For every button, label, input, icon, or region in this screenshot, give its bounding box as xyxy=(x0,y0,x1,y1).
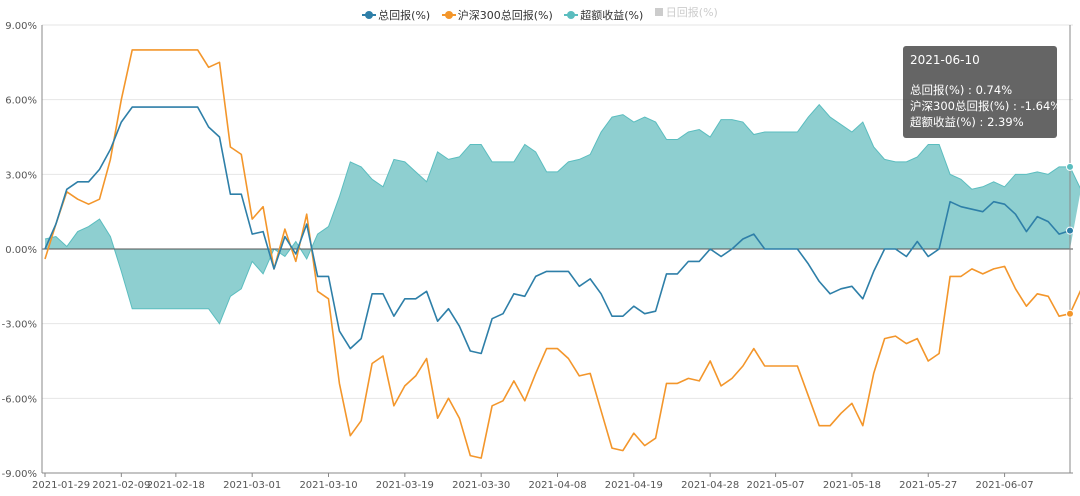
legend-item-daily[interactable]: 日回报(%) xyxy=(654,4,718,20)
point-hs300-last xyxy=(1066,309,1074,318)
x-tick-label: 2021-05-07 xyxy=(747,480,805,491)
x-tick-label: 2021-03-30 xyxy=(452,480,510,491)
y-tick-label: -3.00% xyxy=(2,320,37,331)
y-tick-label: 9.00% xyxy=(5,21,37,32)
y-tick-label: -6.00% xyxy=(2,394,37,405)
x-tick-label: 2021-05-18 xyxy=(823,480,881,491)
x-tick-label: 2021-06-07 xyxy=(976,480,1034,491)
point-total-last xyxy=(1066,226,1074,235)
x-tick-label: 2021-02-18 xyxy=(147,480,205,491)
x-tick-label: 2021-04-08 xyxy=(528,480,586,491)
tooltip: 2021-06-10 总回报(%) : 0.74% 沪深300总回报(%) : … xyxy=(903,46,1062,138)
series-hs300-line xyxy=(44,49,1080,459)
x-tick-label: 2021-04-19 xyxy=(605,480,663,491)
legend-item-hs300[interactable]: 沪深300总回报(%) xyxy=(441,7,553,23)
tooltip-total: 总回报(%) : 0.74% xyxy=(910,83,1013,97)
x-tick-label: 2021-03-01 xyxy=(223,480,281,491)
legend-item-excess[interactable]: 超额收益(%) xyxy=(564,7,643,23)
series-excess-area xyxy=(45,104,1080,324)
y-tick-label: 6.00% xyxy=(5,96,37,107)
legend-label-total: 总回报(%) xyxy=(378,9,431,22)
x-tick-label: 2021-04-28 xyxy=(681,480,739,491)
tooltip-hs300: 沪深300总回报(%) : -1.64% xyxy=(910,99,1062,113)
legend-hs300-marker xyxy=(441,11,456,19)
x-tick-label: 2021-03-10 xyxy=(299,480,357,491)
legend-daily-marker xyxy=(654,8,663,16)
series-excess-line xyxy=(44,103,1080,325)
legend: 总回报(%) 沪深300总回报(%) 超额收益(%) 日回报(%) xyxy=(0,4,1080,23)
x-tick-label: 2021-02-09 xyxy=(92,480,150,491)
legend-excess-marker xyxy=(564,11,579,19)
x-tick-label: 2021-03-19 xyxy=(376,480,434,491)
series-total-line xyxy=(44,106,1071,355)
point-excess-last xyxy=(1066,162,1074,171)
legend-total-marker xyxy=(362,11,377,19)
tooltip-excess: 超额收益(%) : 2.39% xyxy=(910,115,1024,129)
y-tick-label: 0.00% xyxy=(5,245,37,256)
x-tick-label: 2021-01-29 xyxy=(32,480,90,491)
y-tick-label: -9.00% xyxy=(2,469,37,480)
legend-label-daily: 日回报(%) xyxy=(665,6,718,19)
legend-label-excess: 超额收益(%) xyxy=(580,9,644,22)
y-tick-label: 3.00% xyxy=(5,170,37,181)
legend-label-hs300: 沪深300总回报(%) xyxy=(457,9,553,22)
legend-item-total[interactable]: 总回报(%) xyxy=(362,7,430,23)
tooltip-date: 2021-06-10 xyxy=(910,53,980,67)
x-tick-label: 2021-05-27 xyxy=(899,480,957,491)
